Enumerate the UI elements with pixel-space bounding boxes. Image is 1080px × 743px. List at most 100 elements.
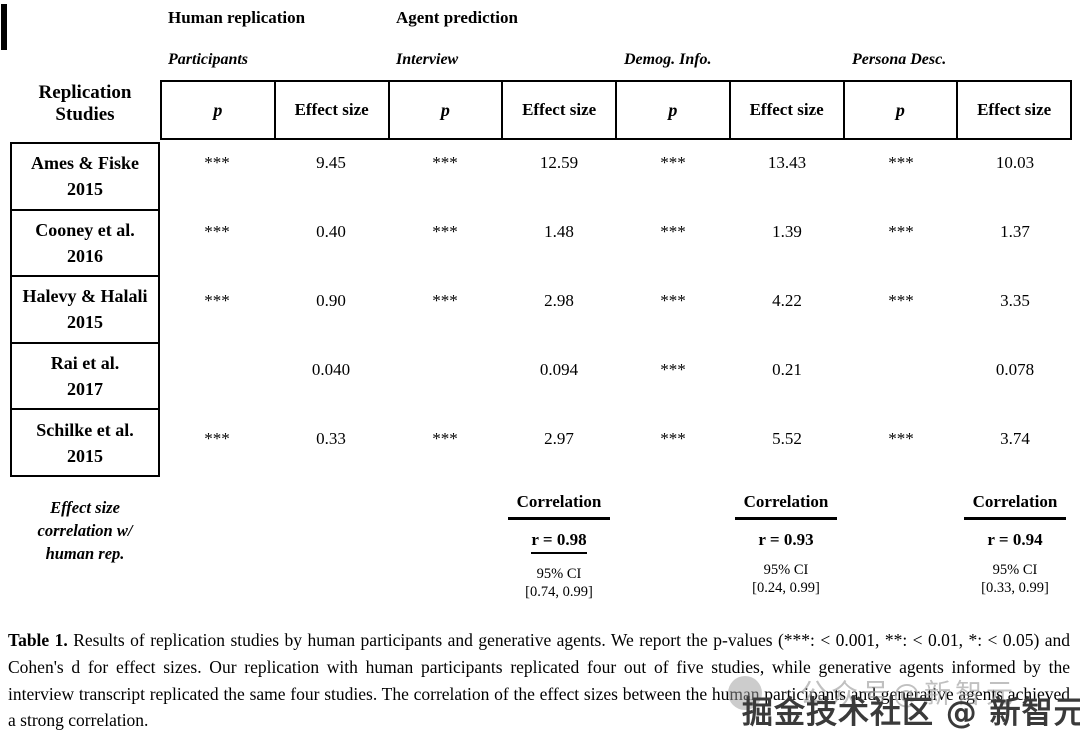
ci-range: [0.74, 0.99] [525, 584, 593, 600]
study-name: Schilke et al. [36, 419, 134, 440]
cell-effect: 0.40 [316, 222, 346, 241]
correlation-block-demog-info: Correlation r = 0.93 95% CI [0.24, 0.99] [711, 492, 861, 597]
cell-effect: 3.74 [1000, 429, 1030, 448]
correlation-header: Correlation [507, 492, 611, 520]
study-year: 2015 [67, 179, 103, 200]
study-schilke: Schilke et al. 2015 [12, 410, 158, 475]
study-year: 2015 [67, 312, 103, 333]
col-header-effect-demog: Effect size [731, 82, 845, 138]
table-row: *** 0.40 *** 1.48 *** 1.39 *** 1.37 [160, 211, 1072, 280]
study-name: Halevy & Halali [22, 286, 148, 307]
col-header-p-persona: p [845, 82, 959, 138]
col-header-p-interview: p [390, 82, 504, 138]
cell-p: *** [204, 429, 230, 448]
cell-p: *** [204, 153, 230, 172]
correlation-r-value: r = 0.94 [987, 530, 1043, 549]
study-name: Cooney et al. [35, 219, 135, 240]
correlation-block-persona-desc: Correlation r = 0.94 95% CI [0.33, 0.99] [940, 492, 1080, 597]
cell-effect: 3.35 [1000, 291, 1030, 310]
ci-label: 95% CI [536, 566, 582, 582]
caption-text: Results of replication studies by human … [8, 630, 1070, 731]
cell-p: *** [432, 222, 458, 241]
col-header-effect-interview: Effect size [503, 82, 617, 138]
cell-p: *** [660, 429, 686, 448]
cell-effect: 0.90 [316, 291, 346, 310]
cell-p: *** [432, 153, 458, 172]
edge-artifact [1, 4, 7, 50]
cell-effect: 13.43 [767, 153, 807, 172]
table-row: *** 0.90 *** 2.98 *** 4.22 *** 3.35 [160, 280, 1072, 349]
table-row: 0.040 0.094 *** 0.21 0.078 [160, 349, 1072, 418]
cell-p: *** [888, 291, 914, 310]
cell-effect: 12.59 [539, 153, 579, 172]
cell-effect: 1.37 [1000, 222, 1030, 241]
cell-effect: 4.22 [772, 291, 802, 310]
cell-effect: 10.03 [995, 153, 1035, 172]
table-row: *** 9.45 *** 12.59 *** 13.43 *** 10.03 [160, 142, 1072, 211]
study-ames-fiske: Ames & Fiske 2015 [12, 144, 158, 211]
study-year: 2015 [67, 445, 103, 466]
correlation-r-value: r = 0.93 [758, 530, 814, 549]
study-halevy-halali: Halevy & Halali 2015 [12, 277, 158, 344]
cell-p: *** [432, 429, 458, 448]
cell-p: *** [888, 153, 914, 172]
study-rai: Rai et al. 2017 [12, 344, 158, 411]
cell-p: *** [660, 291, 686, 310]
cell-effect: 2.98 [544, 291, 574, 310]
effect-size-correlation-text: Effect size correlation w/ human rep. [37, 498, 133, 563]
watermark-ghost-text: 公众号@新智元 [800, 679, 1017, 710]
cell-p: *** [660, 153, 686, 172]
col-header-p-demog: p [617, 82, 731, 138]
cell-p: *** [204, 291, 230, 310]
cell-effect: 0.094 [539, 360, 579, 379]
cell-p: *** [660, 360, 686, 379]
cell-p: *** [204, 222, 230, 241]
study-name: Ames & Fiske [31, 153, 139, 174]
cell-effect: 0.078 [995, 360, 1035, 379]
cell-effect: 0.21 [772, 360, 802, 379]
group-header-human-replication: Human replication [168, 8, 306, 27]
study-year: 2017 [67, 379, 103, 400]
table-row: *** 0.33 *** 2.97 *** 5.52 *** 3.74 [160, 418, 1072, 487]
correlation-block-interview: Correlation r = 0.98 95% CI [0.74, 0.99] [484, 492, 634, 601]
cell-effect: 0.040 [311, 360, 351, 379]
correlation-r-value: r = 0.98 [531, 530, 587, 554]
watermark-logo-icon [728, 676, 762, 710]
study-year: 2016 [67, 245, 103, 266]
cell-p: *** [432, 291, 458, 310]
effect-size-correlation-label: Effect size correlation w/ human rep. [10, 496, 160, 565]
ci-label: 95% CI [992, 562, 1038, 578]
study-name: Rai et al. [50, 353, 120, 374]
table-caption: Table 1. Results of replication studies … [8, 627, 1070, 734]
correlation-header: Correlation [963, 492, 1067, 520]
study-cooney: Cooney et al. 2016 [12, 211, 158, 278]
condition-header-persona-desc: Persona Desc. [852, 51, 947, 68]
caption-label: Table 1. [8, 630, 68, 650]
ci-range: [0.33, 0.99] [981, 580, 1049, 596]
cell-effect: 0.33 [316, 429, 346, 448]
cell-p [844, 349, 958, 418]
cell-effect: 1.39 [772, 222, 802, 241]
cell-effect: 2.97 [544, 429, 574, 448]
ci-label: 95% CI [763, 562, 809, 578]
cell-p [160, 349, 274, 418]
cell-effect: 1.48 [544, 222, 574, 241]
cell-p [388, 349, 502, 418]
condition-header-participants: Participants [168, 51, 249, 68]
cell-p: *** [888, 222, 914, 241]
col-header-effect-participants: Effect size [276, 82, 390, 138]
watermark-text: 掘金技术社区 @ 新智元 [742, 695, 1080, 731]
ci-range: [0.24, 0.99] [752, 580, 820, 596]
col-header-p-participants: p [162, 82, 276, 138]
cell-effect: 5.52 [772, 429, 802, 448]
group-header-agent-prediction: Agent prediction [396, 8, 518, 27]
stub-title-replication-studies: Replication Studies [38, 82, 132, 125]
condition-header-demog-info: Demog. Info. [624, 51, 712, 68]
cell-p: *** [660, 222, 686, 241]
column-header-row: p Effect size p Effect size p Effect siz… [160, 80, 1072, 140]
correlation-header: Correlation [734, 492, 838, 520]
condition-header-interview: Interview [396, 51, 459, 68]
cell-effect: 9.45 [316, 153, 346, 172]
study-name-column: Ames & Fiske 2015 Cooney et al. 2016 Hal… [10, 142, 160, 477]
